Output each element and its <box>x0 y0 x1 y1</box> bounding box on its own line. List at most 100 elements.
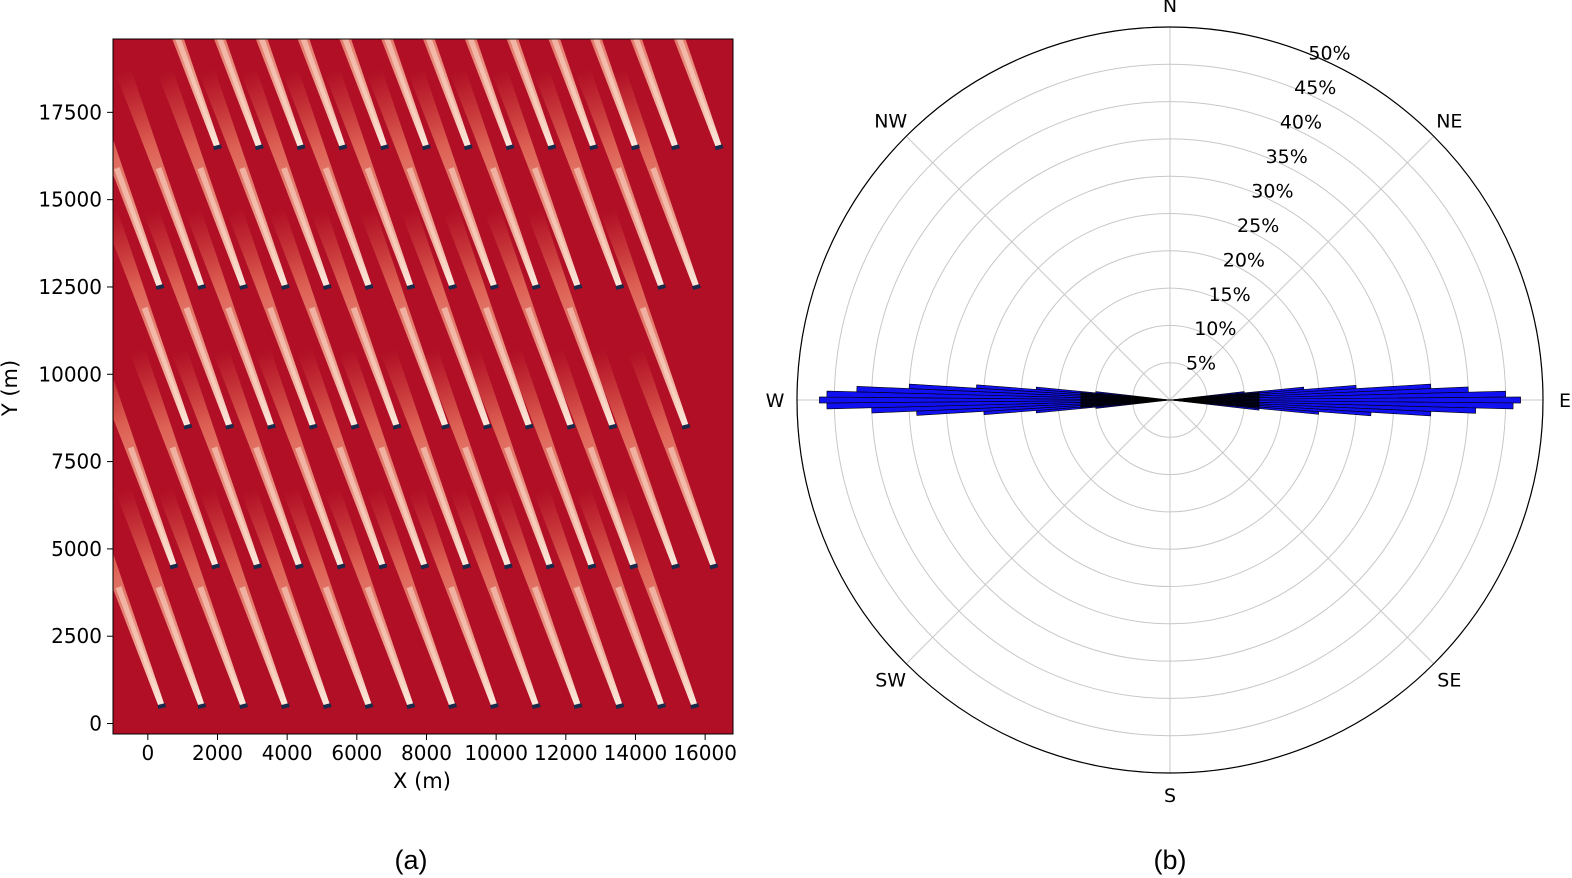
wake-plume <box>359 207 449 428</box>
wake-plume <box>129 347 219 568</box>
wake-plume <box>366 68 456 288</box>
turbine-marker <box>545 563 555 570</box>
turbine-marker <box>587 563 597 570</box>
radial-tick-label: 15% <box>1208 284 1250 306</box>
wake-plume <box>171 347 261 568</box>
polar-outer-circle <box>796 26 1544 774</box>
turbine-marker <box>671 144 680 151</box>
polar-bars <box>819 383 1521 417</box>
turbine-marker <box>308 423 318 430</box>
turbine-marker <box>197 703 207 710</box>
turbine-marker <box>505 144 515 151</box>
radial-tick-label: 25% <box>1237 215 1279 237</box>
turbine-marker <box>281 283 290 290</box>
turbine-marker <box>296 144 306 151</box>
x-axis-ticks: 0 2000 4000 6000 8000 10000 12000 14000 16000 <box>141 734 737 765</box>
x-tick-label: 0 <box>141 741 154 765</box>
turbine-marker <box>463 144 473 151</box>
turbine-marker <box>380 144 390 151</box>
wake-plume <box>627 347 717 568</box>
turbine-marker <box>589 144 599 151</box>
x-tick-label: 14000 <box>604 741 668 765</box>
wake-plume <box>463 347 553 568</box>
turbine-marker <box>490 703 499 710</box>
turbine-marker <box>692 283 701 290</box>
wake-plume <box>484 207 574 428</box>
turbine-marker <box>671 563 680 570</box>
turbine-marker <box>350 423 360 430</box>
turbine-marker <box>378 563 388 570</box>
wake-plume <box>340 39 430 149</box>
wind-rose-panel: N NE E SE S SW W NW 5% 10% 15% 20% 25% 30% 35% 40% 45% 50… <box>766 0 1571 875</box>
wake-plume <box>131 39 221 149</box>
wake-plume <box>310 207 400 428</box>
radial-tick-label: 5% <box>1186 353 1216 375</box>
wake-plume <box>324 68 414 288</box>
direction-label: S <box>1164 785 1176 807</box>
wind-rose-bar <box>1169 396 1521 404</box>
turbine-marker <box>573 703 583 710</box>
turbine-marker <box>322 283 332 290</box>
turbine-marker <box>566 423 576 430</box>
wake-plume <box>296 347 386 568</box>
radial-tick-label: 40% <box>1280 111 1322 133</box>
wake-plume <box>113 68 163 288</box>
wake-plume <box>465 39 555 149</box>
turbine-marker <box>239 283 248 290</box>
turbine-marker <box>213 144 222 151</box>
turbine-layer <box>155 144 724 710</box>
turbine-marker <box>531 283 541 290</box>
wake-plume <box>113 347 177 568</box>
turbine-marker <box>211 563 221 570</box>
polar-labels: N NE E SE S SW W NW 5% 10% 15% 20% 25% 30% 35% 40% 45% 50… <box>766 0 1571 807</box>
panel-label-a: (a) <box>395 845 428 875</box>
wake-plume <box>214 39 304 149</box>
wind-rose-bar <box>819 396 1171 404</box>
panel-label-b: (b) <box>1154 845 1187 875</box>
radial-tick-label: 20% <box>1223 249 1265 271</box>
y-tick-label: 2500 <box>51 624 102 648</box>
turbine-marker <box>169 563 179 570</box>
y-axis-ticks: 0 2500 5000 7500 10000 12500 15000 17500 <box>38 100 113 736</box>
wake-plume <box>533 487 623 708</box>
radial-tick-label: 45% <box>1294 77 1336 99</box>
turbine-marker <box>608 423 618 430</box>
wake-plume <box>408 487 498 708</box>
wake-plume <box>505 347 595 568</box>
wake-plume <box>256 39 346 149</box>
turbine-marker <box>267 423 276 430</box>
radial-tick-label: 50% <box>1308 43 1350 65</box>
y-tick-label: 5000 <box>51 537 102 561</box>
wake-plume <box>526 207 616 428</box>
wake-plume <box>450 487 540 708</box>
turbine-marker <box>714 144 724 151</box>
turbine-marker <box>392 423 402 430</box>
turbine-marker <box>253 563 262 570</box>
wake-plume <box>282 68 372 288</box>
wind-rose-bar <box>1169 399 1260 411</box>
turbine-marker <box>239 703 248 710</box>
wake-plume <box>115 68 205 288</box>
wake-plume <box>401 207 491 428</box>
turbine-marker <box>406 283 416 290</box>
wake-plume <box>366 487 456 708</box>
turbine-marker <box>657 283 666 290</box>
turbine-marker <box>709 563 719 570</box>
wake-plume <box>199 68 289 288</box>
y-tick-label: 0 <box>89 712 102 736</box>
wake-plume <box>382 39 472 149</box>
wake-plume <box>423 39 513 149</box>
wake-plume <box>173 39 263 149</box>
wake-plume <box>443 207 533 428</box>
y-tick-label: 17500 <box>38 100 102 124</box>
radial-tick-label: 10% <box>1194 318 1236 340</box>
wake-plume <box>608 487 698 708</box>
wind-rose-bar <box>1095 391 1171 401</box>
direction-label: N <box>1163 0 1177 17</box>
turbine-marker <box>490 283 499 290</box>
turbine-marker <box>155 283 165 290</box>
direction-label: W <box>766 390 785 412</box>
turbine-marker <box>197 283 207 290</box>
angular-grid-line <box>905 135 1171 401</box>
wake-plume <box>324 487 414 708</box>
